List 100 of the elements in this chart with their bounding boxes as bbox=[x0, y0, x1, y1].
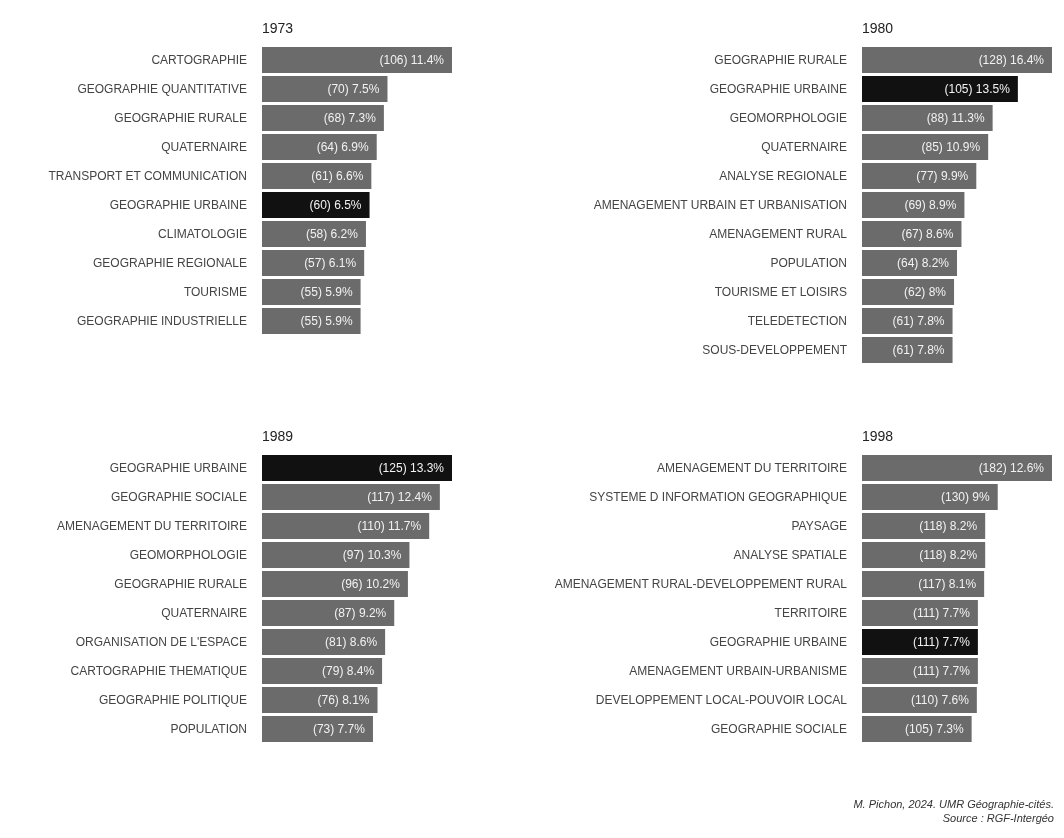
data-label: (61) 7.8% bbox=[892, 314, 945, 329]
y-tick-label: ANALYSE SPATIALE bbox=[733, 548, 847, 563]
y-tick-label: GEOGRAPHIE REGIONALE bbox=[92, 256, 247, 271]
y-tick-label: GEOGRAPHIE SOCIALE bbox=[110, 490, 247, 505]
data-label: (118) 8.2% bbox=[919, 519, 978, 534]
bar bbox=[262, 134, 377, 160]
data-label: (111) 7.7% bbox=[912, 664, 971, 679]
bar bbox=[862, 600, 978, 626]
data-label: (87) 9.2% bbox=[334, 606, 387, 621]
data-label: (105) 7.3% bbox=[904, 722, 964, 737]
data-label: (55) 5.9% bbox=[300, 314, 353, 329]
source-note: Source : RGF-Intergéo bbox=[942, 812, 1054, 824]
data-label: (79) 8.4% bbox=[322, 664, 375, 679]
data-label: (68) 7.3% bbox=[323, 111, 377, 126]
y-tick-label: SOUS-DEVELOPPEMENT bbox=[702, 343, 848, 358]
y-tick-label: GEOGRAPHIE URBAINE bbox=[709, 82, 847, 97]
y-tick-label: QUATERNAIRE bbox=[161, 140, 247, 155]
y-tick-label: TRANSPORT ET COMMUNICATION bbox=[48, 169, 247, 184]
y-tick-label: GEOGRAPHIE RURALE bbox=[114, 577, 247, 592]
data-label: (106) 11.4% bbox=[379, 53, 445, 68]
y-tick-label: AMENAGEMENT URBAIN ET URBANISATION bbox=[593, 198, 847, 213]
y-tick-label: GEOGRAPHIE RURALE bbox=[114, 111, 247, 126]
y-tick-label: TELEDETECTION bbox=[747, 314, 847, 329]
bar bbox=[862, 455, 1052, 481]
data-label: (110) 11.7% bbox=[357, 519, 422, 534]
y-tick-label: ANALYSE REGIONALE bbox=[719, 169, 847, 184]
bar bbox=[262, 163, 372, 189]
data-label: (105) 13.5% bbox=[944, 82, 1011, 97]
data-label: (125) 13.3% bbox=[378, 461, 445, 476]
y-tick-label: GEOGRAPHIE URBAINE bbox=[109, 198, 247, 213]
data-label: (64) 6.9% bbox=[316, 140, 370, 155]
bar bbox=[862, 513, 986, 539]
y-tick-label: AMENAGEMENT URBAIN-URBANISME bbox=[629, 664, 847, 679]
y-tick-label: CARTOGRAPHIE THEMATIQUE bbox=[70, 664, 247, 679]
bar bbox=[262, 687, 378, 713]
data-label: (81) 8.6% bbox=[325, 635, 378, 650]
bar bbox=[862, 47, 1052, 73]
y-tick-label: CLIMATOLOGIE bbox=[158, 227, 247, 242]
bar bbox=[862, 716, 972, 742]
text: M. Pichon, 2024. UMR Géographie-cités. bbox=[853, 798, 1054, 810]
bar bbox=[862, 76, 1018, 102]
bar bbox=[862, 134, 989, 160]
chart-title: 1973 bbox=[262, 20, 294, 36]
data-label: (182) 12.6% bbox=[978, 461, 1045, 476]
y-tick-label: GEOGRAPHIE URBAINE bbox=[109, 461, 247, 476]
bar bbox=[262, 658, 383, 684]
data-label: (62) 8% bbox=[904, 285, 947, 300]
bar bbox=[262, 513, 430, 539]
y-tick-label: TERRITOIRE bbox=[774, 606, 847, 621]
y-tick-label: TOURISME ET LOISIRS bbox=[714, 285, 847, 300]
data-label: (117) 12.4% bbox=[367, 490, 433, 505]
y-tick-label: DEVELOPPEMENT LOCAL-POUVOIR LOCAL bbox=[595, 693, 848, 708]
bar bbox=[262, 716, 373, 742]
bar bbox=[262, 542, 410, 568]
data-label: (58) 6.2% bbox=[305, 227, 359, 242]
bar bbox=[262, 105, 384, 131]
y-tick-label: POPULATION bbox=[770, 256, 847, 271]
bar bbox=[262, 250, 365, 276]
data-label: (117) 8.1% bbox=[918, 577, 977, 592]
data-label: (128) 16.4% bbox=[978, 53, 1045, 68]
y-tick-label: GEOGRAPHIE POLITIQUE bbox=[98, 693, 247, 708]
bar bbox=[262, 76, 388, 102]
chart-title: 1980 bbox=[862, 20, 894, 36]
data-label: (69) 8.9% bbox=[904, 198, 957, 213]
bar bbox=[862, 279, 955, 305]
bar bbox=[862, 629, 978, 655]
data-label: (61) 7.8% bbox=[892, 343, 945, 358]
y-tick-label: GEOMORPHOLOGIE bbox=[129, 548, 247, 563]
y-tick-label: AMENAGEMENT RURAL bbox=[709, 227, 848, 242]
data-label: (61) 6.6% bbox=[311, 169, 364, 184]
chart-title: 1989 bbox=[262, 428, 294, 444]
y-tick-label: AMENAGEMENT DU TERRITOIRE bbox=[656, 461, 847, 476]
bar bbox=[262, 192, 370, 218]
bar bbox=[862, 163, 977, 189]
bar bbox=[262, 455, 452, 481]
bar bbox=[862, 542, 986, 568]
data-label: (60) 6.5% bbox=[309, 198, 362, 213]
chart-title: 1998 bbox=[862, 428, 894, 444]
y-tick-label: GEOGRAPHIE RURALE bbox=[714, 53, 847, 68]
y-tick-label: ORGANISATION DE L'ESPACE bbox=[75, 635, 247, 650]
bar bbox=[262, 221, 366, 247]
data-label: (130) 9% bbox=[941, 490, 991, 505]
y-tick-label: PAYSAGE bbox=[791, 519, 847, 534]
y-tick-label: GEOGRAPHIE QUANTITATIVE bbox=[77, 82, 247, 97]
y-tick-label: GEOGRAPHIE SOCIALE bbox=[710, 722, 847, 737]
bar bbox=[862, 658, 978, 684]
data-label: (77) 9.9% bbox=[916, 169, 969, 184]
y-tick-label: GEOMORPHOLOGIE bbox=[729, 111, 847, 126]
data-label: (110) 7.6% bbox=[911, 693, 970, 708]
data-label: (97) 10.3% bbox=[342, 548, 402, 563]
data-label: (57) 6.1% bbox=[304, 256, 357, 271]
y-tick-label: POPULATION bbox=[170, 722, 247, 737]
y-tick-label: TOURISME bbox=[183, 285, 247, 300]
y-tick-label: CARTOGRAPHIE bbox=[151, 53, 247, 68]
y-tick-label: QUATERNAIRE bbox=[161, 606, 247, 621]
data-label: (73) 7.7% bbox=[312, 722, 366, 737]
bar bbox=[262, 600, 395, 626]
bar bbox=[262, 629, 386, 655]
y-tick-label: AMENAGEMENT DU TERRITOIRE bbox=[56, 519, 247, 534]
bar bbox=[862, 484, 998, 510]
